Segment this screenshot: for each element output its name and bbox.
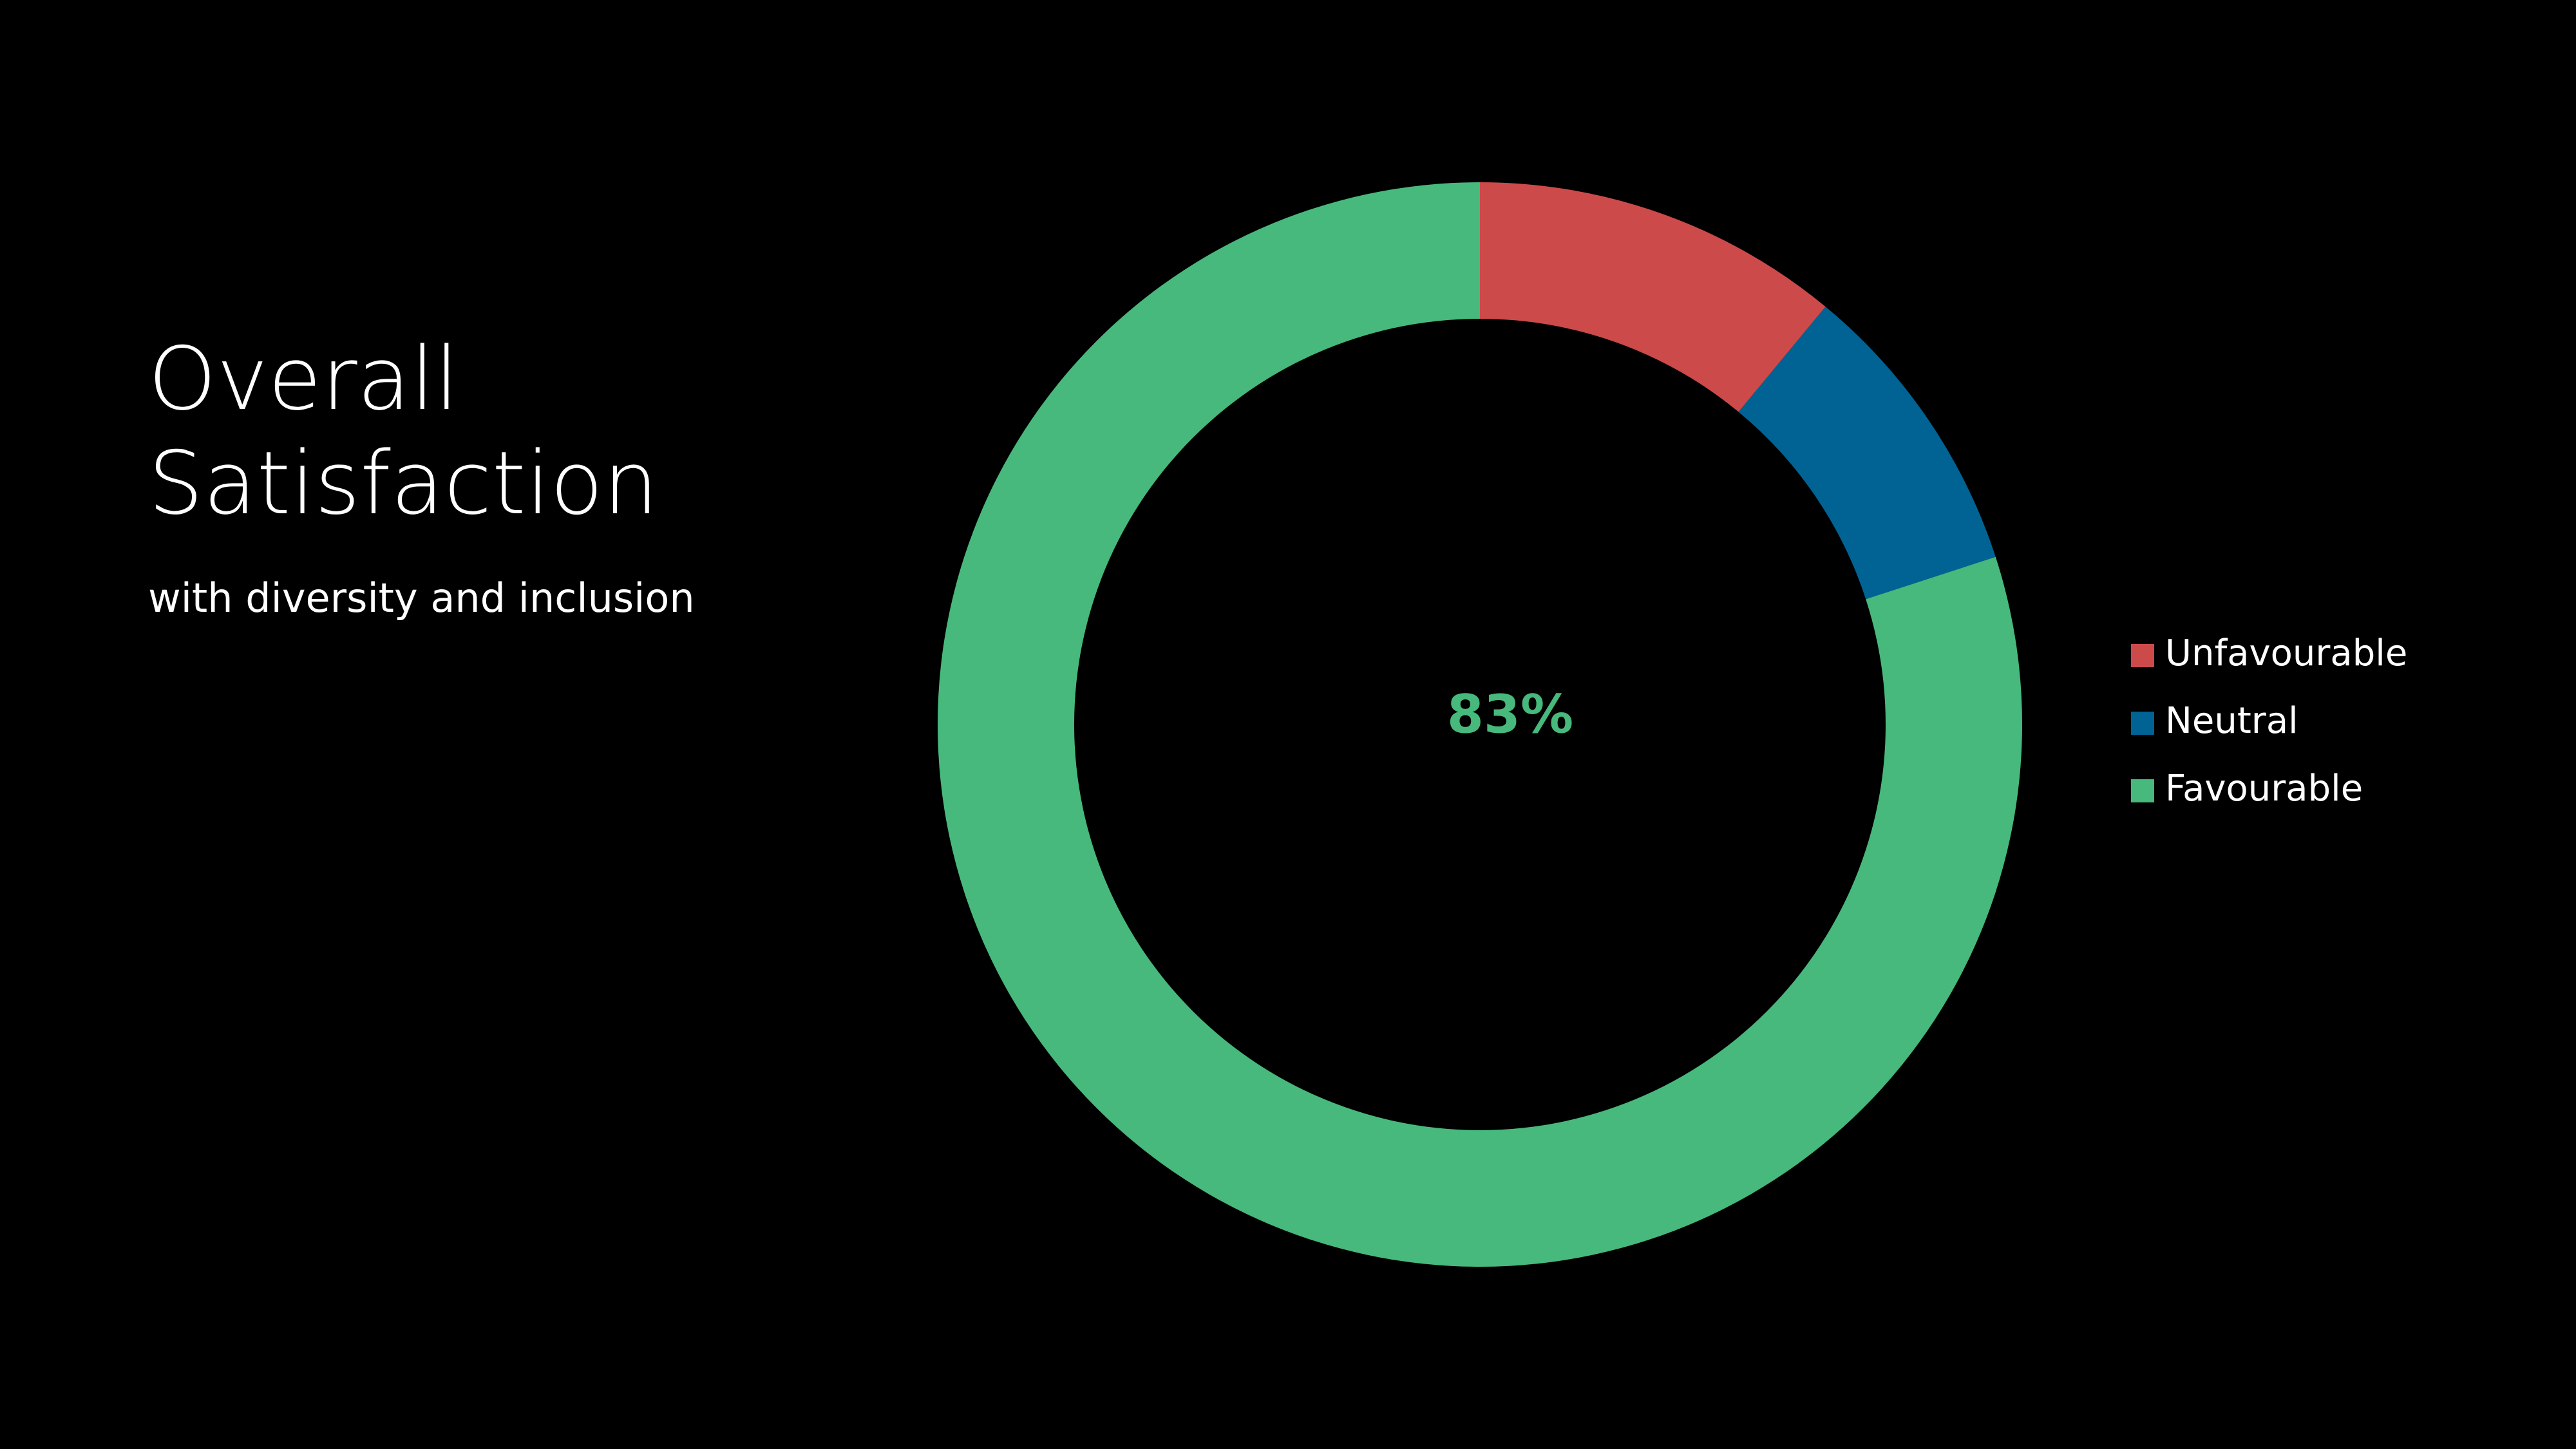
- donut-slice: [1480, 182, 1826, 412]
- chart-subtitle: with diversity and inclusion: [148, 574, 695, 621]
- legend-swatch: [2131, 712, 2154, 735]
- legend-label: Neutral: [2165, 700, 2298, 742]
- legend-label: Favourable: [2165, 768, 2363, 810]
- legend-label: Unfavourable: [2165, 632, 2407, 674]
- donut-slice: [1738, 307, 1996, 600]
- center-label: 83%: [1447, 684, 1573, 745]
- legend-swatch: [2131, 644, 2154, 667]
- legend-swatch: [2131, 779, 2154, 802]
- chart-title: Overall Satisfaction: [148, 328, 658, 534]
